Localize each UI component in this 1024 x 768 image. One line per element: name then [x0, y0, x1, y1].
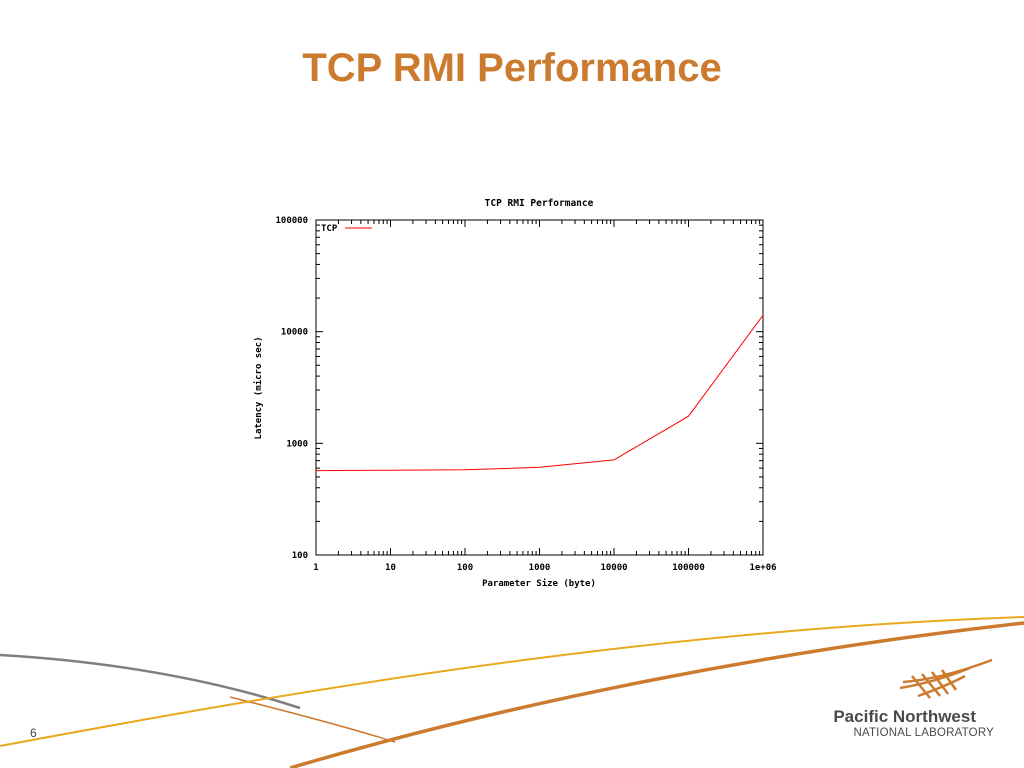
series-line-tcp [315, 315, 764, 472]
x-tick-label: 10000 [600, 563, 627, 573]
x-axis-label: Parameter Size (byte) [482, 578, 596, 589]
x-tick-label: 1 [313, 563, 318, 573]
y-tick-label: 10000 [281, 328, 308, 338]
logo-text-national-laboratory: NATIONAL LABORATORY [853, 727, 994, 739]
orange-thin-swoosh [229, 696, 396, 743]
chart-title: TCP RMI Performance [485, 198, 594, 209]
slide-title: TCP RMI Performance [302, 46, 722, 90]
x-tick-label: 1e+06 [749, 563, 776, 573]
y-axis-label: Latency (micro sec) [253, 337, 264, 440]
axis-tick-labels: 1 10 100 1000 10000 100000 1e+06 100 1000 10000 10… [275, 216, 776, 573]
y-tick-label: 1000 [286, 439, 308, 449]
x-tick-label: 100 [457, 563, 473, 573]
orange-swoosh [289, 621, 1024, 768]
legend: TCP [321, 224, 372, 234]
x-tick-label: 1000 [529, 563, 551, 573]
x-tick-label: 10 [385, 563, 396, 573]
logo-text-pacific-northwest: Pacific Northwest [833, 707, 976, 726]
page-number: 6 [30, 726, 37, 740]
series-layer [315, 315, 764, 472]
y-tick-label: 100000 [275, 216, 308, 226]
y-tick-label: 100 [292, 551, 308, 561]
legend-label-tcp: TCP [321, 224, 338, 234]
yellow-swoosh [0, 616, 1024, 747]
axis-ticks [315, 219, 764, 556]
x-tick-label: 100000 [672, 563, 705, 573]
pnnl-logo-icon [899, 658, 993, 699]
